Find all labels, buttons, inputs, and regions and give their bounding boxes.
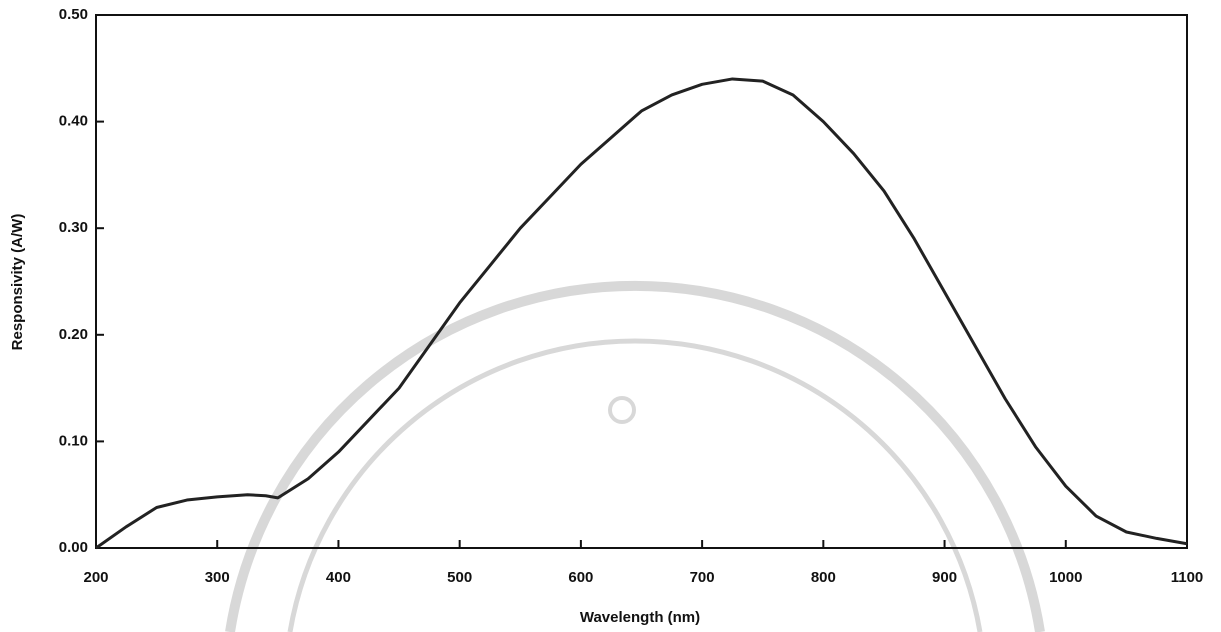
y-tick-label: 0.20 bbox=[59, 326, 88, 343]
x-tick-label: 300 bbox=[205, 569, 230, 586]
y-axis-label: Responsivity (A/W) bbox=[9, 214, 26, 351]
x-axis-label: Wavelength (nm) bbox=[580, 609, 700, 626]
x-tick-label: 400 bbox=[326, 569, 351, 586]
y-tick-label: 0.40 bbox=[59, 113, 88, 130]
y-tick-label: 0.00 bbox=[59, 539, 88, 556]
y-tick-label: 0.50 bbox=[59, 6, 88, 23]
x-tick-label: 800 bbox=[811, 569, 836, 586]
watermark-arc bbox=[290, 341, 980, 632]
y-tick-label: 0.30 bbox=[59, 219, 88, 236]
x-tick-label: 1000 bbox=[1049, 569, 1082, 586]
watermark-sun bbox=[610, 398, 634, 422]
chart: Wavelength (nm) Responsivity (A/W) 200 30… bbox=[0, 0, 1221, 632]
y-tick-label: 0.10 bbox=[59, 432, 88, 449]
watermark bbox=[230, 286, 1040, 632]
data-line bbox=[96, 79, 1187, 548]
x-tick-label: 900 bbox=[932, 569, 957, 586]
x-tick-label: 700 bbox=[690, 569, 715, 586]
x-tick-label: 500 bbox=[447, 569, 472, 586]
x-tick-label: 600 bbox=[568, 569, 593, 586]
x-tick-label: 1100 bbox=[1171, 569, 1204, 586]
watermark-arc bbox=[230, 286, 1040, 632]
x-tick-label: 200 bbox=[83, 569, 108, 586]
